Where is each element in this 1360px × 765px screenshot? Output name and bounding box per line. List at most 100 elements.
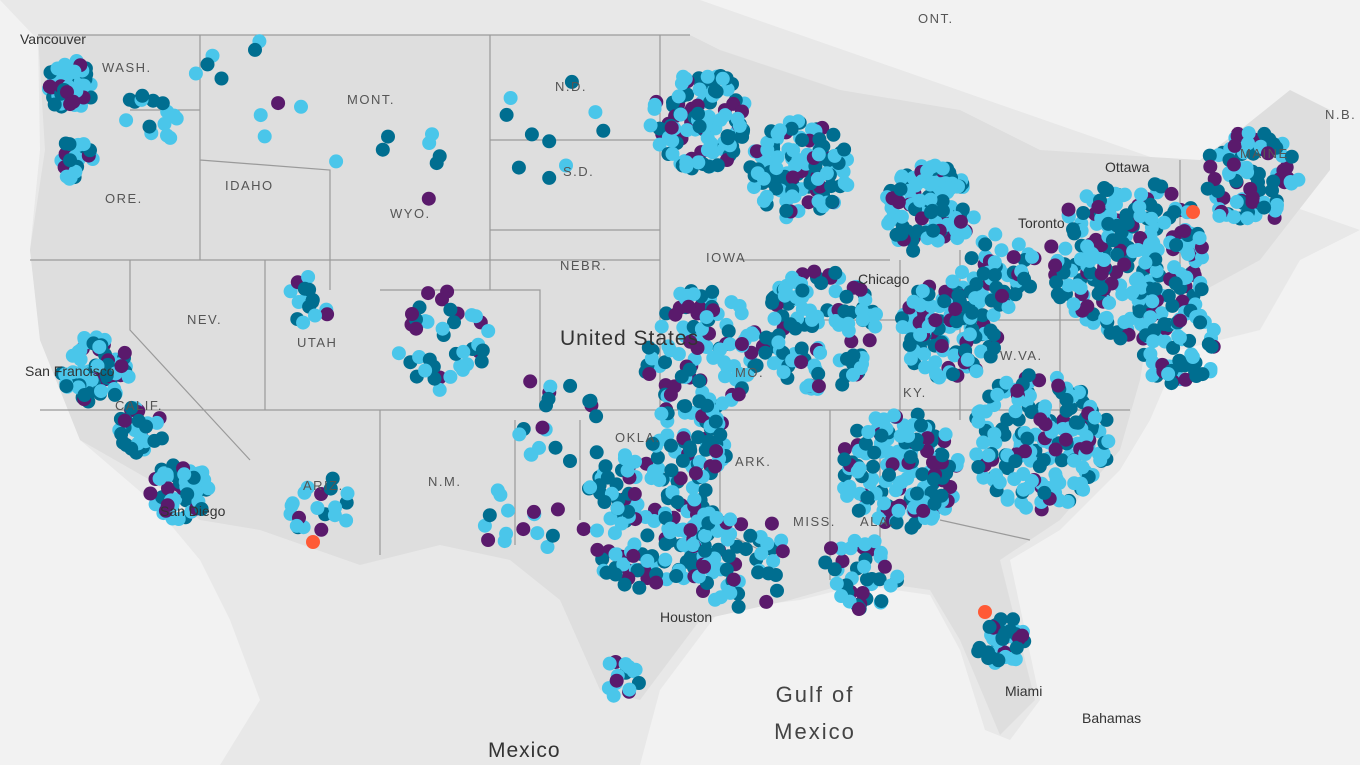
- location-marker[interactable]: [432, 382, 447, 397]
- location-marker[interactable]: [1049, 471, 1064, 486]
- location-marker[interactable]: [844, 334, 859, 349]
- location-marker[interactable]: [965, 305, 980, 320]
- location-marker[interactable]: [678, 399, 693, 414]
- location-marker[interactable]: [1172, 353, 1187, 368]
- location-marker[interactable]: [617, 577, 632, 592]
- location-marker[interactable]: [855, 586, 870, 600]
- location-marker[interactable]: [761, 566, 776, 581]
- location-marker[interactable]: [92, 340, 107, 354]
- location-marker[interactable]: [1165, 298, 1180, 313]
- location-marker[interactable]: [1261, 146, 1275, 161]
- location-marker[interactable]: [805, 312, 819, 327]
- location-marker[interactable]: [1097, 253, 1111, 267]
- location-marker[interactable]: [839, 289, 854, 304]
- location-marker[interactable]: [1058, 241, 1073, 256]
- location-marker[interactable]: [477, 518, 492, 533]
- location-marker[interactable]: [699, 310, 714, 325]
- location-marker[interactable]: [608, 547, 623, 562]
- location-marker[interactable]: [670, 495, 685, 510]
- location-marker[interactable]: [564, 74, 579, 89]
- location-marker[interactable]: [71, 344, 86, 359]
- location-marker[interactable]: [632, 580, 647, 595]
- location-marker[interactable]: [889, 515, 904, 530]
- location-marker[interactable]: [77, 388, 92, 402]
- location-marker[interactable]: [391, 346, 406, 361]
- location-marker[interactable]: [602, 656, 617, 671]
- location-marker[interactable]: [868, 319, 883, 334]
- location-marker[interactable]: [76, 137, 91, 152]
- location-marker[interactable]: [746, 327, 761, 342]
- location-marker[interactable]: [1133, 209, 1148, 224]
- location-marker[interactable]: [1006, 612, 1020, 627]
- location-marker[interactable]: [640, 528, 655, 543]
- location-marker[interactable]: [1145, 294, 1160, 309]
- location-marker[interactable]: [167, 108, 182, 123]
- location-marker[interactable]: [289, 518, 304, 533]
- location-marker[interactable]: [664, 438, 678, 453]
- location-marker[interactable]: [987, 255, 1002, 270]
- location-marker[interactable]: [650, 450, 665, 465]
- location-marker[interactable]: [1019, 500, 1033, 515]
- location-marker[interactable]: [310, 501, 325, 515]
- location-marker[interactable]: [877, 559, 892, 574]
- location-marker[interactable]: [774, 533, 789, 548]
- location-marker[interactable]: [795, 302, 810, 316]
- location-marker[interactable]: [559, 158, 573, 173]
- location-marker[interactable]: [691, 430, 706, 445]
- location-marker[interactable]: [614, 516, 629, 531]
- location-marker[interactable]: [867, 534, 882, 549]
- location-marker[interactable]: [1284, 149, 1299, 164]
- location-marker[interactable]: [708, 592, 722, 607]
- location-marker[interactable]: [785, 170, 800, 185]
- location-marker[interactable]: [992, 475, 1007, 490]
- location-marker[interactable]: [719, 562, 734, 577]
- location-marker[interactable]: [1073, 252, 1088, 267]
- location-marker[interactable]: [968, 291, 983, 306]
- location-marker[interactable]: [596, 123, 611, 138]
- location-marker[interactable]: [1161, 367, 1176, 381]
- location-marker[interactable]: [114, 359, 129, 374]
- location-marker[interactable]: [1020, 431, 1035, 446]
- location-marker[interactable]: [923, 177, 938, 192]
- location-marker[interactable]: [713, 112, 728, 127]
- location-marker[interactable]: [894, 209, 909, 224]
- location-marker[interactable]: [1015, 628, 1030, 643]
- location-marker[interactable]: [683, 523, 698, 538]
- location-marker[interactable]: [837, 142, 852, 157]
- location-marker[interactable]: [563, 454, 577, 468]
- location-marker[interactable]: [960, 352, 975, 367]
- location-marker[interactable]: [707, 551, 722, 566]
- location-marker[interactable]: [447, 315, 461, 330]
- location-marker[interactable]: [903, 450, 918, 464]
- location-marker[interactable]: [926, 223, 941, 238]
- location-marker[interactable]: [622, 682, 637, 697]
- location-marker[interactable]: [499, 107, 514, 122]
- location-marker[interactable]: [981, 448, 996, 463]
- location-marker[interactable]: [825, 194, 840, 209]
- location-marker[interactable]: [759, 594, 774, 609]
- location-marker[interactable]: [1169, 238, 1184, 252]
- location-marker[interactable]: [709, 511, 724, 525]
- location-marker[interactable]: [735, 129, 750, 144]
- location-marker[interactable]: [645, 436, 660, 451]
- location-marker[interactable]: [1193, 315, 1208, 330]
- location-marker[interactable]: [840, 351, 854, 366]
- location-marker[interactable]: [124, 400, 139, 415]
- location-marker[interactable]: [834, 541, 849, 556]
- location-marker[interactable]: [951, 288, 966, 303]
- location-marker[interactable]: [1059, 403, 1074, 418]
- location-marker[interactable]: [852, 461, 867, 476]
- location-marker[interactable]: [1083, 265, 1098, 280]
- location-marker[interactable]: [475, 343, 490, 358]
- location-marker[interactable]: [709, 444, 724, 459]
- location-marker[interactable]: [881, 216, 896, 231]
- location-marker[interactable]: [915, 284, 930, 298]
- location-marker[interactable]: [616, 557, 631, 572]
- location-marker[interactable]: [982, 619, 997, 634]
- location-marker[interactable]: [456, 344, 471, 359]
- location-marker[interactable]: [482, 508, 497, 523]
- location-marker[interactable]: [1048, 258, 1063, 273]
- location-marker[interactable]: [837, 304, 852, 319]
- location-marker[interactable]: [726, 572, 741, 587]
- location-marker[interactable]: [253, 108, 268, 123]
